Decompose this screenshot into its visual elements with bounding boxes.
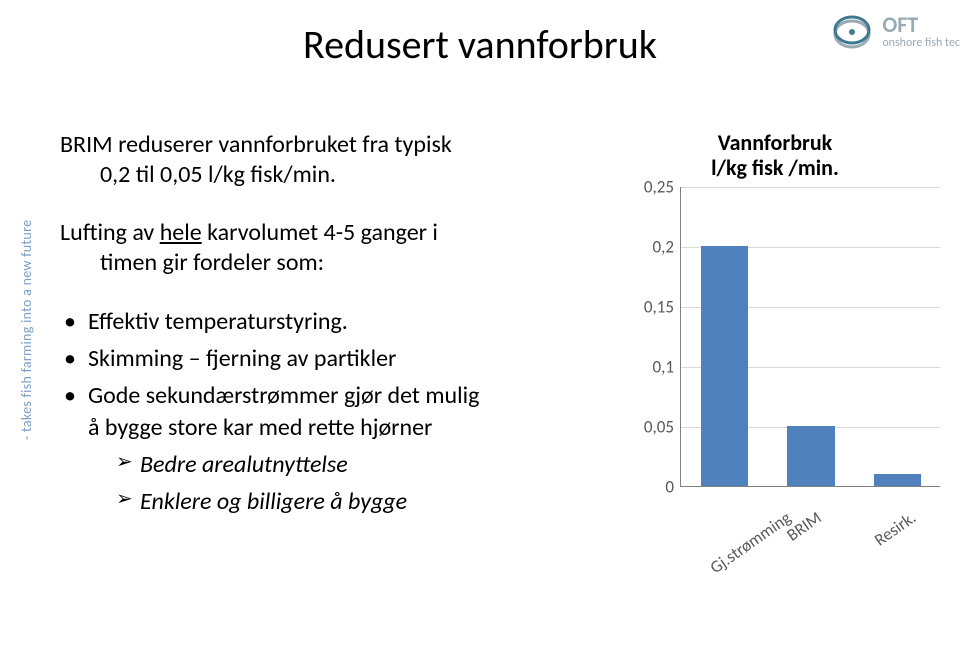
p2-a: Lufting av xyxy=(60,218,160,247)
x-label-0: Gj.strømming xyxy=(706,507,795,578)
sub-bullet-2: Enklere og billigere å bygge xyxy=(88,486,530,517)
y-tick: 0,2 xyxy=(629,236,674,257)
y-tick: 0 xyxy=(629,476,674,497)
chart-title-l2: l/kg fisk /min. xyxy=(711,154,839,181)
bar-1 xyxy=(787,426,835,486)
chart-title-l1: Vannforbruk xyxy=(718,129,832,156)
bullet-3: Gode sekundærstrømmer gjør det mulig å b… xyxy=(60,380,530,517)
logo-line1: OFT xyxy=(882,14,960,36)
bullet-2-text: Skimming – fjerning av partikler xyxy=(88,344,396,373)
x-labels: Gj.strømmingBRIMResirk. xyxy=(680,487,940,557)
y-tick: 0,25 xyxy=(629,176,674,197)
y-tick: 0,15 xyxy=(629,296,674,317)
plot-area xyxy=(680,187,940,487)
sub1-text: Bedre arealutnyttelse xyxy=(140,450,348,479)
bullet-2: Skimming – fjerning av partikler xyxy=(60,343,530,374)
bar-0 xyxy=(701,246,749,486)
p1-line1: BRIM reduserer vannforbruket fra typisk xyxy=(60,130,452,159)
bullet-3-text-b: å bygge store kar med rette hjørner xyxy=(88,413,432,442)
y-tick: 0,05 xyxy=(629,416,674,437)
paragraph-1: BRIM reduserer vannforbruket fra typisk … xyxy=(60,130,530,190)
chart-plot: 00,050,10,150,20,25 xyxy=(630,187,940,487)
x-label-1: BRIM xyxy=(782,507,825,546)
p1-line2: 0,2 til 0,05 l/kg fisk/min. xyxy=(60,160,336,189)
logo-text: OFT onshore fish tec xyxy=(882,14,960,50)
vertical-tagline: - takes fish farming into a new future xyxy=(18,120,36,540)
bullet-list: Effektiv temperaturstyring. Skimming – f… xyxy=(60,306,530,517)
p2-b: karvolumet 4-5 ganger i xyxy=(202,218,438,247)
logo-line2: onshore fish tec xyxy=(882,36,960,50)
bullet-1-text: Effektiv temperaturstyring. xyxy=(88,307,348,336)
sub2-text: Enklere og billigere å bygge xyxy=(140,487,407,516)
grid-line xyxy=(681,187,940,188)
p2-c: timen gir fordeler som: xyxy=(60,248,324,277)
paragraph-2: Lufting av hele karvolumet 4-5 ganger i … xyxy=(60,218,530,278)
vannforbruk-chart: Vannforbruk l/kg fisk /min. 0 0,05 0,1 0,15… xyxy=(610,130,940,550)
sub-bullet-1: Bedre arealutnyttelse xyxy=(88,449,530,480)
bar-2 xyxy=(874,474,922,486)
body-content: BRIM reduserer vannforbruket fra typisk … xyxy=(60,130,530,523)
chart-title: Vannforbruk l/kg fisk /min. xyxy=(610,130,940,181)
bullet-1: Effektiv temperaturstyring. xyxy=(60,306,530,337)
x-label-2: Resirk. xyxy=(871,507,921,551)
oft-logo: OFT onshore fish tec xyxy=(830,12,960,52)
logo-mark-icon xyxy=(830,12,874,52)
p2-underline: hele xyxy=(160,218,202,247)
bullet-3-text-a: Gode sekundærstrømmer gjør det mulig xyxy=(88,381,479,410)
y-tick: 0,1 xyxy=(629,356,674,377)
slide-title: Redusert vannforbruk xyxy=(0,20,960,69)
